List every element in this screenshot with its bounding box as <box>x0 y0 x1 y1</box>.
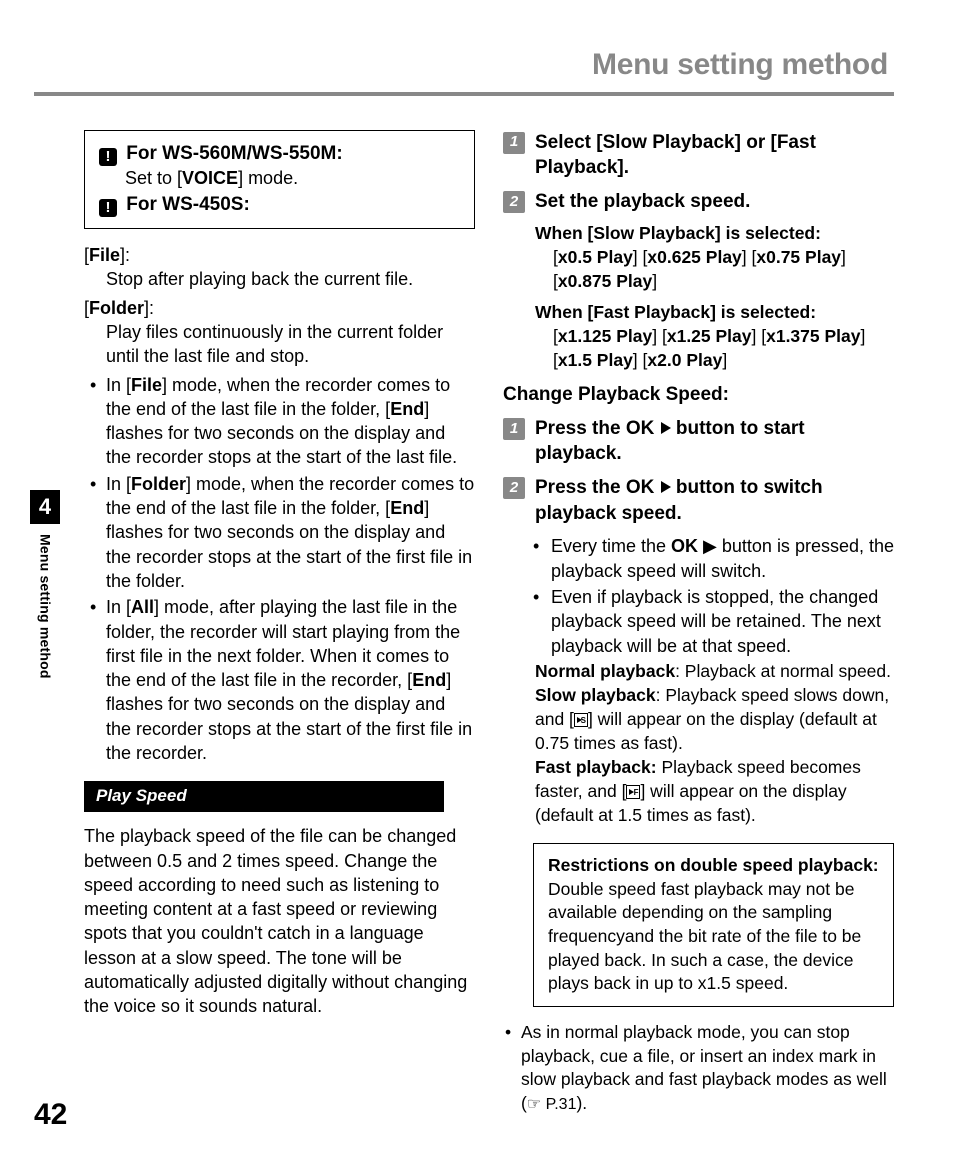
play-icon <box>661 422 671 434</box>
list-item: In [All] mode, after playing the last fi… <box>106 595 475 765</box>
slow-playback-block: When [Slow Playback] is selected: [x0.5 … <box>503 222 894 293</box>
chapter-number: 4 <box>30 490 60 524</box>
model-line1-sub: Set to [VOICE] mode. <box>99 166 460 190</box>
side-tab: 4 Menu setting method <box>30 490 60 679</box>
alert-icon: ! <box>99 148 117 166</box>
fast-playback-block: When [Fast Playback] is selected: [x1.12… <box>503 301 894 372</box>
def-file-body: Stop after playing back the current file… <box>84 267 475 291</box>
model-info-box: ! For WS-560M/WS-550M: Set to [VOICE] mo… <box>84 130 475 230</box>
list-item: In [File] mode, when the recorder comes … <box>106 373 475 470</box>
mode-notes-list: In [File] mode, when the recorder comes … <box>84 373 475 766</box>
page-number: 42 <box>34 1095 67 1136</box>
cstep-1-text: Press the OK button to start playback. <box>535 416 894 467</box>
header-rule <box>34 92 894 96</box>
model-line2-models: WS-450S: <box>162 194 250 215</box>
speed-notes-list: Every time the OK ▶ button is pressed, t… <box>503 534 894 657</box>
step-1-text: Select [Slow Playback] or [Fast Playback… <box>535 130 894 181</box>
model-line2-prefix: For <box>126 194 162 215</box>
step-badge-1: 1 <box>503 132 525 154</box>
step-badge-2b: 2 <box>503 477 525 499</box>
note-title: Restrictions on double speed playback: <box>548 854 879 878</box>
restriction-note-box: Restrictions on double speed playback: D… <box>533 843 894 1007</box>
def-file-term: [File]: <box>84 243 475 267</box>
note-body: Double speed fast playback may not be av… <box>548 878 879 996</box>
list-item: In [Folder] mode, when the recorder come… <box>106 472 475 593</box>
playback-modes-block: Normal playback: Playback at normal spee… <box>503 660 894 827</box>
model-line1-models: WS-560M/WS-550M: <box>162 143 343 164</box>
page-header-title: Menu setting method <box>34 45 894 86</box>
right-column: 1 Select [Slow Playback] or [Fast Playba… <box>503 130 894 1116</box>
final-note-list: As in normal playback mode, you can stop… <box>503 1021 894 1116</box>
side-tab-label: Menu setting method <box>36 534 55 679</box>
reference-icon: ☞ P.31 <box>527 1096 577 1113</box>
list-item: Every time the OK ▶ button is pressed, t… <box>551 534 894 583</box>
slow-play-icon: S <box>574 713 588 727</box>
play-icon <box>661 481 671 493</box>
def-folder-body: Play files continuously in the current f… <box>84 320 475 369</box>
model-line1-prefix: For <box>126 143 162 164</box>
playspeed-paragraph: The playback speed of the file can be ch… <box>84 824 475 1018</box>
change-speed-heading: Change Playback Speed: <box>503 382 894 408</box>
cstep-2-text: Press the OK button to switch playback s… <box>535 475 894 526</box>
list-item: Even if playback is stopped, the changed… <box>551 585 894 658</box>
list-item: As in normal playback mode, you can stop… <box>521 1021 894 1116</box>
alert-icon: ! <box>99 199 117 217</box>
left-column: ! For WS-560M/WS-550M: Set to [VOICE] mo… <box>34 130 475 1116</box>
def-folder-term: [Folder]: <box>84 296 475 320</box>
step-badge-2: 2 <box>503 191 525 213</box>
step-2-text: Set the playback speed. <box>535 189 750 215</box>
fast-play-icon: F <box>626 785 640 799</box>
section-bar-playspeed: Play Speed <box>84 781 444 812</box>
step-badge-1b: 1 <box>503 418 525 440</box>
